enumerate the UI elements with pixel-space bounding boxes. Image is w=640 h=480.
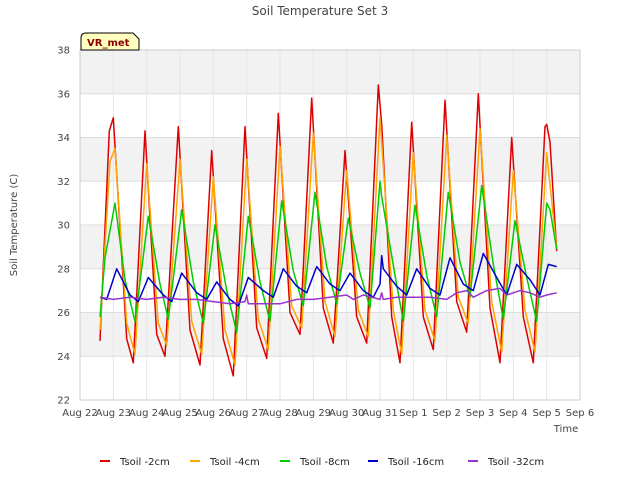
- y-axis-title: Soil Temperature (C): [9, 174, 20, 277]
- legend: Tsoil -2cm Tsoil -4cm Tsoil -8cm Tsoil -16c…: [100, 457, 544, 468]
- station-label-box: VR_met: [80, 32, 140, 51]
- series-line-2: [99, 117, 558, 366]
- plot-band: [80, 225, 580, 269]
- y-tick-labels: 22 24 26 28 30 32 34 36 38: [57, 46, 70, 407]
- x-tick-label: Aug 24: [129, 408, 164, 419]
- x-tick-label: Sep 1: [399, 408, 427, 419]
- series-line-4: [99, 252, 557, 307]
- chart-title: Soil Temperature Set 3: [252, 4, 388, 18]
- series-layer: [99, 84, 558, 377]
- y-tick-label: 28: [57, 264, 70, 275]
- x-tick-label: Sep 4: [499, 408, 527, 419]
- x-tick-label: Sep 2: [432, 408, 460, 419]
- legend-label: Tsoil -16cm: [387, 457, 444, 468]
- legend-label: Tsoil -8cm: [299, 457, 350, 468]
- series-line-5: [99, 287, 557, 305]
- plot-background: [80, 50, 580, 400]
- legend-item-2: Tsoil -4cm: [190, 457, 260, 468]
- plot-band: [80, 93, 580, 138]
- series-line-3: [99, 180, 558, 333]
- x-tick-label: Aug 28: [262, 408, 297, 419]
- x-tick-label: Aug 31: [362, 408, 397, 419]
- x-tick-label: Aug 26: [196, 408, 231, 419]
- legend-label: Tsoil -4cm: [209, 457, 260, 468]
- plot-band: [80, 137, 580, 182]
- x-tick-label: Sep 5: [532, 408, 560, 419]
- y-tick-label: 24: [57, 352, 70, 363]
- y-tick-label: 36: [57, 89, 70, 100]
- y-tick-label: 22: [57, 396, 70, 407]
- plot-band: [80, 50, 580, 94]
- x-tick-label: Aug 22: [62, 408, 97, 419]
- legend-item-1: Tsoil -2cm: [100, 457, 170, 468]
- x-tick-label: Aug 27: [229, 408, 264, 419]
- series-line-1: [99, 84, 558, 377]
- legend-item-5: Tsoil -32cm: [468, 457, 544, 468]
- plot-frame: [79, 49, 581, 401]
- legend-label: Tsoil -32cm: [487, 457, 544, 468]
- legend-label: Tsoil -2cm: [119, 457, 170, 468]
- y-tick-label: 38: [57, 46, 70, 57]
- x-tick-label: Aug 30: [329, 408, 364, 419]
- legend-item-3: Tsoil -8cm: [280, 457, 350, 468]
- station-label: VR_met: [87, 38, 130, 49]
- legend-item-4: Tsoil -16cm: [368, 457, 444, 468]
- y-tick-label: 34: [57, 133, 70, 144]
- x-tick-label: Aug 23: [96, 408, 131, 419]
- x-tick-label: Aug 29: [296, 408, 331, 419]
- x-tick-label: Sep 6: [566, 408, 594, 419]
- x-axis-title: Time: [553, 424, 578, 435]
- plot-band: [80, 356, 580, 400]
- plot-band: [80, 181, 580, 225]
- x-tick-label: Sep 3: [466, 408, 494, 419]
- x-tick-label: Aug 25: [162, 408, 197, 419]
- y-tick-label: 30: [57, 221, 70, 232]
- y-tick-label: 26: [57, 308, 70, 319]
- axes: [79, 49, 581, 401]
- y-tick-label: 32: [57, 177, 70, 188]
